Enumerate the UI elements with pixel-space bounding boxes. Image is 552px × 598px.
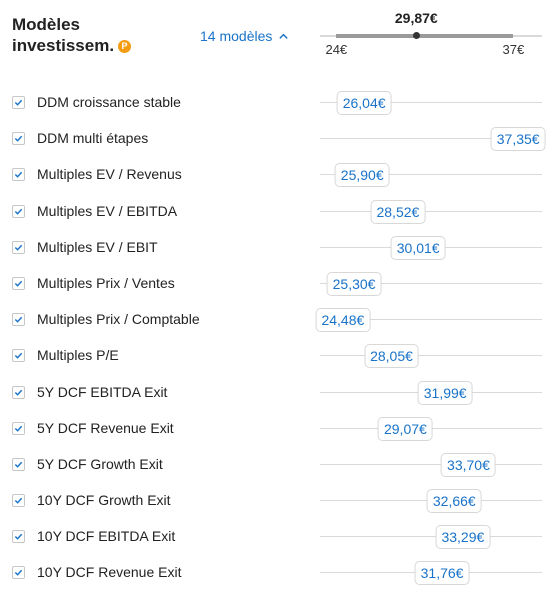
model-track — [320, 210, 542, 212]
model-value-pill: 31,99€ — [417, 380, 473, 405]
title-line-1: Modèles — [12, 15, 81, 34]
model-row: Multiples EV / EBITDA 28,52€ — [0, 194, 552, 230]
check-icon — [14, 316, 23, 323]
model-checkbox[interactable] — [12, 276, 25, 290]
model-value-pill: 31,76€ — [414, 561, 470, 586]
model-track — [320, 102, 542, 103]
model-row: 5Y DCF EBITDA Exit 31,99€ — [0, 375, 552, 411]
check-icon — [14, 389, 23, 396]
model-row: 10Y DCF EBITDA Exit 33,29€ — [0, 519, 552, 555]
model-row: 5Y DCF Growth Exit 33,70€ — [0, 447, 552, 483]
models-list: DDM croissance stable 26,04€ DDM multi éta… — [0, 85, 552, 592]
check-icon — [14, 99, 23, 106]
model-row: Multiples P/E 28,05€ — [0, 338, 552, 374]
model-checkbox[interactable] — [12, 385, 25, 399]
model-value-pill: 24,48€ — [315, 308, 371, 333]
check-icon — [14, 497, 23, 504]
model-value-pill: 25,90€ — [334, 163, 390, 188]
model-value-pill: 28,52€ — [370, 199, 426, 224]
range-min-label: 24€ — [325, 42, 348, 57]
model-label: 5Y DCF EBITDA Exit — [37, 383, 168, 400]
model-row: Multiples Prix / Ventes 25,30€ — [0, 266, 552, 302]
check-icon — [14, 172, 23, 179]
model-value-pill: 29,07€ — [377, 416, 433, 441]
model-checkbox[interactable] — [12, 457, 25, 471]
check-icon — [14, 570, 23, 577]
title-line-2-text: investissem. — [12, 36, 115, 55]
model-track — [320, 138, 542, 140]
model-label: 5Y DCF Revenue Exit — [37, 419, 174, 436]
model-row: 10Y DCF Revenue Exit 31,76€ — [0, 555, 552, 591]
model-label: DDM croissance stable — [37, 94, 181, 110]
check-icon — [14, 425, 23, 432]
model-label: Multiples Prix / Comptable — [37, 311, 200, 328]
model-checkbox[interactable] — [12, 494, 25, 508]
model-checkbox[interactable] — [12, 240, 25, 254]
section-title: Modèles investissem. P — [12, 14, 142, 56]
model-label: DDM multi étapes — [37, 130, 149, 147]
range-max-label: 37€ — [502, 42, 525, 57]
model-row: Multiples EV / Revenus 25,90€ — [0, 157, 552, 193]
model-value-pill: 33,70€ — [441, 452, 496, 477]
model-row: DDM multi étapes 37,35€ — [0, 121, 552, 157]
model-row: 5Y DCF Revenue Exit 29,07€ — [0, 411, 552, 447]
model-row: Multiples EV / EBIT 30,01€ — [0, 230, 552, 266]
model-checkbox[interactable] — [12, 349, 25, 363]
model-label: Multiples EV / Revenus — [37, 166, 182, 183]
chevron-up-icon — [279, 33, 289, 39]
model-label: Multiples EV / EBIT — [37, 238, 158, 255]
model-row: Multiples Prix / Comptable 24,48€ — [0, 302, 552, 338]
model-value-pill: 28,05€ — [364, 344, 419, 369]
model-value-pill: 33,29€ — [435, 525, 491, 550]
model-checkbox[interactable] — [12, 566, 25, 580]
model-value-pill: 25,30€ — [326, 271, 382, 296]
models-count-toggle[interactable]: 14 modèles — [200, 28, 289, 44]
model-checkbox[interactable] — [12, 132, 25, 146]
title-line-2: investissem. P — [12, 35, 142, 56]
model-label: 10Y DCF Growth Exit — [37, 492, 171, 509]
model-checkbox[interactable] — [12, 421, 25, 435]
fair-value-range: 29,87€ 24€ 37€ — [320, 10, 542, 60]
model-value-pill: 30,01€ — [390, 235, 446, 260]
range-current-marker — [413, 32, 421, 39]
check-icon — [14, 534, 23, 541]
check-icon — [14, 461, 23, 468]
range-segment — [336, 34, 514, 38]
model-value-pill: 37,35€ — [490, 127, 546, 152]
model-track — [320, 319, 542, 321]
model-checkbox[interactable] — [12, 313, 25, 327]
model-row: DDM croissance stable 26,04€ — [0, 85, 552, 121]
range-current-value: 29,87€ — [394, 10, 438, 26]
models-header: Modèles investissem. P 14 modèles 29,87€ … — [0, 0, 552, 82]
check-icon — [14, 280, 23, 287]
check-icon — [14, 208, 23, 215]
model-label: 5Y DCF Growth Exit — [37, 455, 163, 472]
model-checkbox[interactable] — [12, 204, 25, 218]
model-label: Multiples Prix / Ventes — [37, 274, 175, 291]
model-track — [320, 463, 542, 465]
check-icon — [14, 353, 23, 360]
check-icon — [14, 135, 23, 142]
model-track — [320, 536, 542, 538]
model-value-pill: 26,04€ — [336, 91, 392, 115]
model-checkbox[interactable] — [12, 530, 25, 544]
model-checkbox[interactable] — [12, 96, 25, 109]
model-label: Multiples P/E — [37, 347, 119, 364]
model-value-pill: 32,66€ — [426, 489, 482, 514]
model-row: 10Y DCF Growth Exit 32,66€ — [0, 483, 552, 519]
model-track — [320, 282, 542, 284]
model-label: 10Y DCF Revenue Exit — [37, 564, 182, 581]
model-track — [320, 174, 542, 176]
model-label: 10Y DCF EBITDA Exit — [37, 528, 176, 545]
models-count-label: 14 modèles — [200, 28, 273, 44]
model-checkbox[interactable] — [12, 168, 25, 182]
check-icon — [14, 244, 23, 251]
model-track — [320, 355, 542, 357]
pro-badge-icon[interactable]: P — [118, 40, 132, 54]
model-label: Multiples EV / EBITDA — [37, 202, 178, 219]
